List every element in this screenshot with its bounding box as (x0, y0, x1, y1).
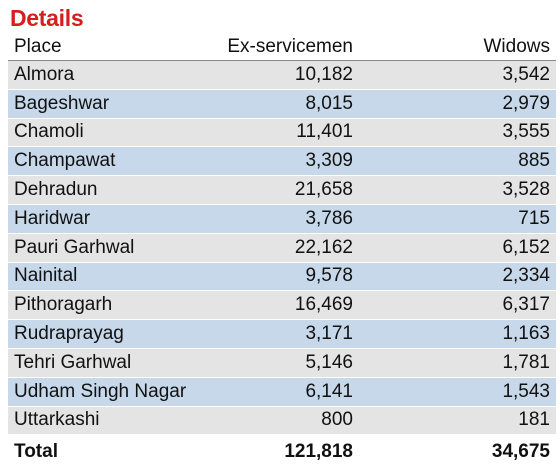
cell-ex-servicemen: 8,015 (305, 92, 353, 114)
table-row: Chamoli 11,401 3,555 (8, 118, 556, 148)
total-ex-servicemen: 121,818 (284, 441, 353, 463)
cell-ex-servicemen: 3,309 (305, 150, 353, 172)
cell-widows: 1,163 (502, 323, 550, 345)
table-row: Rudraprayag 3,171 1,163 (8, 320, 556, 349)
cell-ex-servicemen: 9,578 (305, 265, 353, 287)
cell-place: Pauri Garhwal (14, 236, 135, 258)
cell-place: Uttarkashi (14, 409, 100, 431)
table-row: Uttarkashi 800 181 (8, 406, 556, 436)
cell-place: Chamoli (14, 121, 84, 143)
cell-ex-servicemen: 22,162 (294, 236, 353, 258)
cell-ex-servicemen: 21,658 (294, 179, 353, 201)
header-place: Place (14, 36, 62, 57)
table-row: Pithoragarh 16,469 6,317 (8, 291, 556, 321)
table-row: Haridwar 3,786 715 (8, 204, 556, 234)
cell-place: Pithoragarh (14, 294, 113, 316)
cell-place: Champawat (14, 150, 116, 172)
cell-place: Tehri Garhwal (14, 351, 132, 373)
cell-widows: 3,542 (502, 63, 550, 85)
cell-place: Haridwar (14, 207, 91, 229)
table-row: Almora 10,182 3,542 (8, 61, 556, 90)
cell-widows: 6,317 (502, 294, 550, 316)
table-row: Udham Singh Nagar 6,141 1,543 (8, 377, 556, 407)
table-row: Tehri Garhwal 5,146 1,781 (8, 348, 556, 378)
table-row: Pauri Garhwal 22,162 6,152 (8, 233, 556, 263)
cell-widows: 1,543 (502, 380, 550, 402)
table-total-row: Total 121,818 34,675 (8, 437, 556, 467)
table-row: Champawat 3,309 885 (8, 147, 556, 177)
table-header: Place Ex-servicemen Widows (8, 34, 556, 61)
cell-ex-servicemen: 11,401 (296, 121, 353, 143)
cell-place: Udham Singh Nagar (14, 380, 187, 402)
header-ex-servicemen: Ex-servicemen (227, 36, 353, 57)
table-body: Almora 10,182 3,542 Bageshwar 8,015 2,979 Cham… (8, 61, 556, 436)
cell-widows: 715 (518, 207, 550, 229)
cell-ex-servicemen: 3,171 (305, 323, 353, 345)
cell-widows: 885 (518, 150, 550, 172)
cell-ex-servicemen: 16,469 (294, 294, 353, 316)
cell-place: Bageshwar (14, 92, 110, 114)
cell-widows: 3,528 (502, 179, 550, 201)
cell-widows: 1,781 (502, 351, 550, 373)
cell-ex-servicemen: 6,141 (305, 380, 353, 402)
table-row: Dehradun 21,658 3,528 (8, 176, 556, 205)
cell-widows: 2,979 (502, 92, 550, 114)
total-label: Total (14, 441, 58, 463)
total-widows: 34,675 (491, 441, 550, 463)
details-table: Place Ex-servicemen Widows Almora 10,182 3… (8, 34, 556, 467)
cell-widows: 6,152 (502, 236, 550, 258)
header-widows: Widows (483, 36, 550, 57)
cell-widows: 2,334 (502, 265, 550, 287)
table-row: Bageshwar 8,015 2,979 (8, 89, 556, 119)
cell-ex-servicemen: 3,786 (305, 207, 353, 229)
cell-ex-servicemen: 800 (321, 409, 353, 431)
cell-place: Rudraprayag (14, 323, 124, 345)
cell-place: Dehradun (14, 179, 98, 201)
cell-place: Nainital (14, 265, 78, 287)
cell-place: Almora (14, 63, 75, 85)
table-row: Nainital 9,578 2,334 (8, 262, 556, 292)
cell-ex-servicemen: 10,182 (294, 63, 353, 85)
cell-widows: 3,555 (502, 121, 550, 143)
cell-widows: 181 (518, 409, 550, 431)
page-title: Details (10, 5, 84, 31)
cell-ex-servicemen: 5,146 (305, 351, 353, 373)
